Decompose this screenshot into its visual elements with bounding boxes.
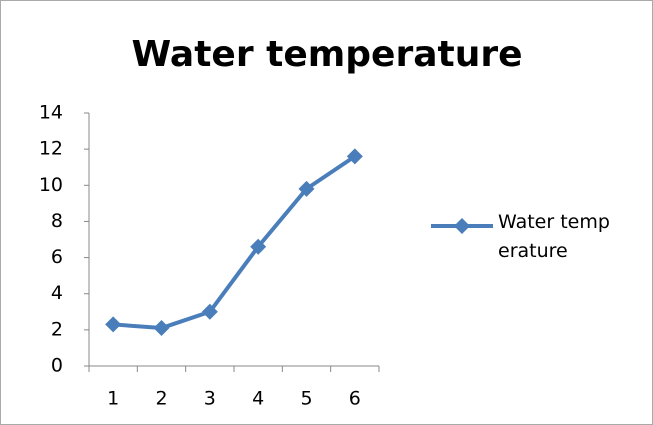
marker (346, 148, 363, 165)
marker (298, 180, 315, 197)
marker (153, 320, 170, 337)
y-tick-label: 6 (51, 246, 63, 268)
y-tick-label: 0 (51, 355, 63, 377)
series-line (113, 154, 356, 331)
y-tick-label: 14 (39, 102, 63, 124)
legend-marker (454, 218, 470, 234)
x-tick-label: 1 (107, 388, 119, 410)
chart-title: Water temperature (131, 34, 522, 75)
legend-label: Water temperature (498, 211, 610, 262)
y-tick-label: 4 (51, 282, 63, 304)
y-tick-label: 12 (39, 138, 63, 160)
x-tick-label: 5 (300, 388, 312, 410)
x-tick-label: 2 (155, 388, 167, 410)
x-tick-label: 6 (349, 388, 361, 410)
x-tick-label: 4 (252, 388, 264, 410)
y-tick-label: 10 (39, 174, 63, 196)
y-tick-label: 8 (51, 210, 63, 232)
marker (105, 316, 122, 333)
y-tick-label: 2 (51, 318, 63, 340)
marker (201, 303, 218, 320)
x-tick-label: 3 (204, 388, 216, 410)
marker (250, 238, 267, 255)
